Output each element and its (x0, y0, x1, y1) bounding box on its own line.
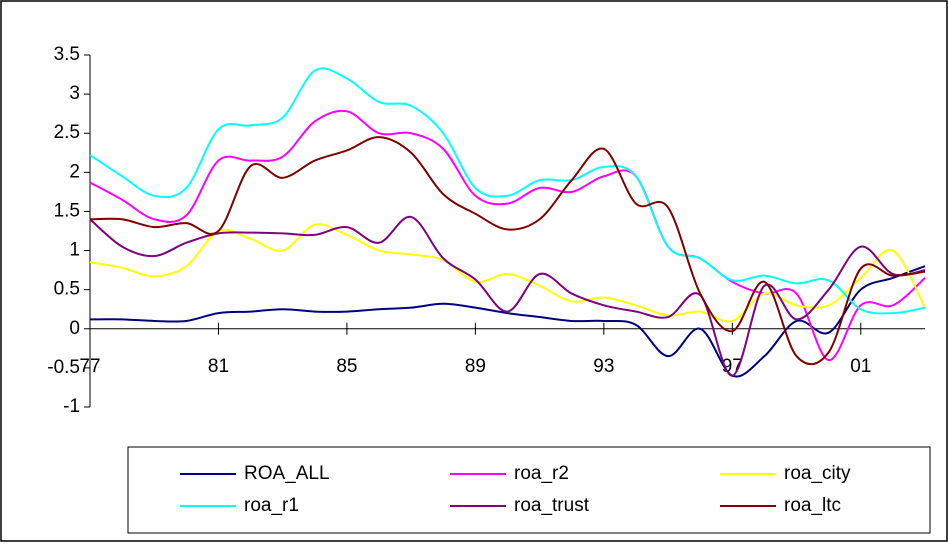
series-line (89, 265, 926, 378)
legend-label: roa_r1 (244, 495, 299, 516)
legend-label: ROA_ALL (244, 463, 330, 484)
x-tick-label: 77 (79, 356, 100, 377)
y-tick-label: 0 (69, 318, 80, 339)
y-tick-label: 1 (69, 240, 80, 261)
x-tick-label: 81 (208, 356, 229, 377)
x-tick-label: 85 (336, 356, 357, 377)
series-line (89, 67, 926, 315)
series-line (89, 109, 926, 362)
legend-label: roa_trust (514, 495, 590, 516)
series-line (89, 223, 926, 323)
legend-label: roa_city (784, 463, 851, 484)
series-line (89, 136, 926, 366)
legend-label: roa_ltc (784, 495, 841, 516)
x-tick-label: 01 (850, 356, 871, 377)
y-tick-label: 0.5 (54, 279, 80, 300)
legend-box (127, 446, 931, 534)
y-tick-label: -1 (63, 396, 80, 417)
x-tick-label: 89 (465, 356, 486, 377)
y-tick-label: 1.5 (54, 200, 80, 221)
y-tick-label: 2 (69, 161, 80, 182)
legend-label: roa_r2 (514, 463, 569, 484)
x-tick-label: 93 (593, 356, 614, 377)
y-tick-label: 2.5 (54, 122, 80, 143)
y-tick-label: -0.5 (47, 357, 80, 378)
series-line (89, 215, 926, 377)
y-tick-label: 3 (69, 83, 80, 104)
y-tick-label: 3.5 (54, 44, 80, 65)
